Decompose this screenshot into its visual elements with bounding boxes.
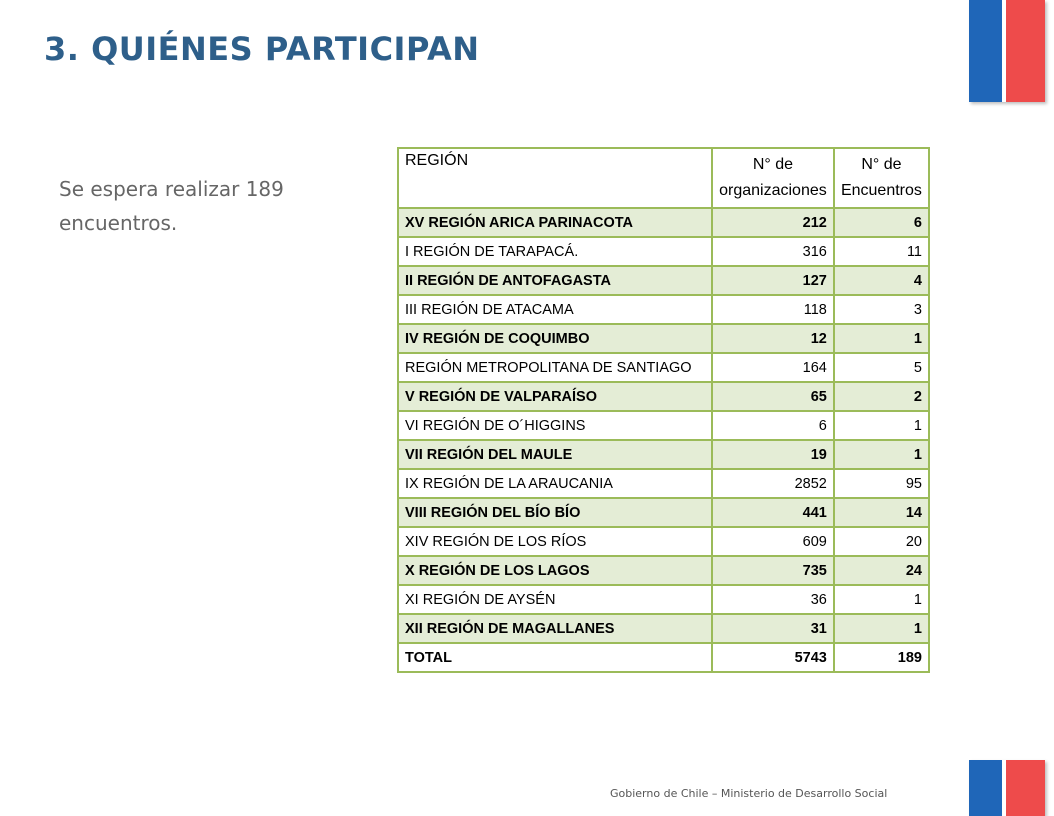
regions-table: REGIÓN N° de organizaciones N° de Encuen… [397, 147, 931, 673]
region-cell: IV REGIÓN DE COQUIMBO [397, 323, 713, 354]
flag-blue-stripe [969, 760, 1006, 816]
region-cell: XI REGIÓN DE AYSÉN [397, 584, 713, 615]
organizations-cell: 127 [711, 265, 835, 296]
meetings-cell: 4 [832, 265, 931, 296]
table-row: IV REGIÓN DE COQUIMBO 12 1 [397, 323, 931, 354]
region-cell: VIII REGIÓN DEL BÍO BÍO [397, 497, 713, 528]
organizations-cell: 31 [711, 613, 835, 644]
header-region: REGIÓN [397, 147, 713, 209]
total-meetings-cell: 189 [832, 642, 931, 673]
table-row: VIII REGIÓN DEL BÍO BÍO 441 14 [397, 497, 931, 528]
organizations-cell: 6 [711, 410, 835, 441]
meetings-cell: 1 [832, 439, 931, 470]
organizations-cell: 118 [711, 294, 835, 325]
region-cell: XV REGIÓN ARICA PARINACOTA [397, 207, 713, 238]
meetings-cell: 1 [832, 323, 931, 354]
table-row: REGIÓN METROPOLITANA DE SANTIAGO 164 5 [397, 352, 931, 383]
table-row: X REGIÓN DE LOS LAGOS 735 24 [397, 555, 931, 586]
meetings-cell: 24 [832, 555, 931, 586]
region-cell: VI REGIÓN DE O´HIGGINS [397, 410, 713, 441]
organizations-cell: 36 [711, 584, 835, 615]
table-row: VI REGIÓN DE O´HIGGINS 6 1 [397, 410, 931, 441]
table-body: XV REGIÓN ARICA PARINACOTA 212 6 I REGIÓN D… [397, 207, 931, 673]
meetings-cell: 5 [832, 352, 931, 383]
flag-red-stripe [1006, 0, 1045, 102]
meetings-cell: 11 [832, 236, 931, 267]
table-row: XV REGIÓN ARICA PARINACOTA 212 6 [397, 207, 931, 238]
organizations-cell: 609 [711, 526, 835, 557]
organizations-cell: 65 [711, 381, 835, 412]
region-cell: I REGIÓN DE TARAPACÁ. [397, 236, 713, 267]
total-organizations-cell: 5743 [711, 642, 835, 673]
flag-blue-stripe [969, 0, 1006, 102]
organizations-cell: 212 [711, 207, 835, 238]
organizations-cell: 19 [711, 439, 835, 470]
organizations-cell: 12 [711, 323, 835, 354]
total-label-cell: TOTAL [397, 642, 713, 673]
organizations-cell: 735 [711, 555, 835, 586]
meetings-cell: 6 [832, 207, 931, 238]
chile-flag-logo-bottom [969, 760, 1045, 816]
region-cell: X REGIÓN DE LOS LAGOS [397, 555, 713, 586]
table-row: III REGIÓN DE ATACAMA 118 3 [397, 294, 931, 325]
region-cell: IX REGIÓN DE LA ARAUCANIA [397, 468, 713, 499]
intro-text: Se espera realizar 189 encuentros. [59, 177, 284, 235]
meetings-cell: 1 [832, 584, 931, 615]
flag-red-stripe [1006, 760, 1045, 816]
meetings-cell: 3 [832, 294, 931, 325]
footer-text: Gobierno de Chile – Ministerio de Desarr… [610, 787, 888, 800]
region-cell: VII REGIÓN DEL MAULE [397, 439, 713, 470]
meetings-cell: 20 [832, 526, 931, 557]
region-cell: XII REGIÓN DE MAGALLANES [397, 613, 713, 644]
table-row: XI REGIÓN DE AYSÉN 36 1 [397, 584, 931, 615]
table-row: XII REGIÓN DE MAGALLANES 31 1 [397, 613, 931, 644]
region-cell: V REGIÓN DE VALPARAÍSO [397, 381, 713, 412]
table-row: I REGIÓN DE TARAPACÁ. 316 11 [397, 236, 931, 267]
region-cell: REGIÓN METROPOLITANA DE SANTIAGO [397, 352, 713, 383]
meetings-cell: 14 [832, 497, 931, 528]
table-header-row: REGIÓN N° de organizaciones N° de Encuen… [397, 147, 931, 209]
organizations-cell: 2852 [711, 468, 835, 499]
table-row: XIV REGIÓN DE LOS RÍOS 609 20 [397, 526, 931, 557]
header-organizations: N° de organizaciones [711, 147, 835, 209]
table-total-row: TOTAL 5743 189 [397, 642, 931, 673]
table-row: II REGIÓN DE ANTOFAGASTA 127 4 [397, 265, 931, 296]
table-row: V REGIÓN DE VALPARAÍSO 65 2 [397, 381, 931, 412]
meetings-cell: 1 [832, 613, 931, 644]
organizations-cell: 441 [711, 497, 835, 528]
table-row: VII REGIÓN DEL MAULE 19 1 [397, 439, 931, 470]
table-row: IX REGIÓN DE LA ARAUCANIA 2852 95 [397, 468, 931, 499]
organizations-cell: 164 [711, 352, 835, 383]
page-title: 3. QUIÉNES PARTICIPAN [44, 30, 480, 68]
header-meetings: N° de Encuentros [832, 147, 931, 209]
region-cell: XIV REGIÓN DE LOS RÍOS [397, 526, 713, 557]
meetings-cell: 2 [832, 381, 931, 412]
meetings-cell: 95 [832, 468, 931, 499]
meetings-cell: 1 [832, 410, 931, 441]
chile-flag-logo-top [969, 0, 1045, 102]
region-cell: II REGIÓN DE ANTOFAGASTA [397, 265, 713, 296]
region-cell: III REGIÓN DE ATACAMA [397, 294, 713, 325]
organizations-cell: 316 [711, 236, 835, 267]
